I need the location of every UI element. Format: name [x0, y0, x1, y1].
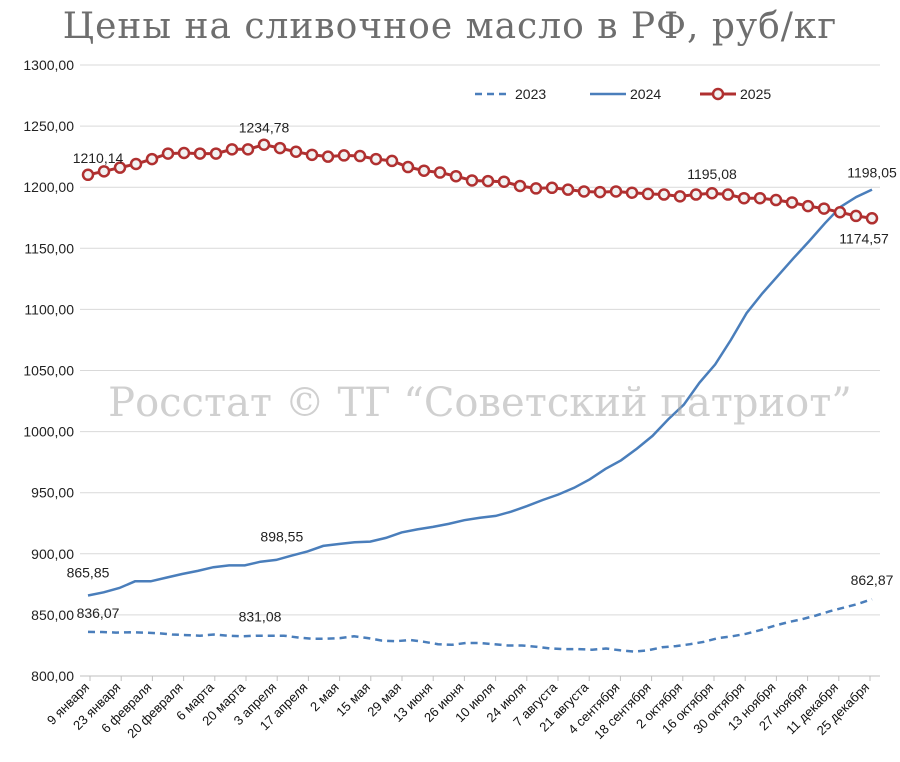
- series-marker-2025: [865, 212, 879, 225]
- series-marker-2025: [481, 174, 495, 188]
- legend-label-2025: 2025: [740, 86, 771, 102]
- series-marker-2025: [81, 168, 95, 182]
- data-label: 1210,14: [73, 150, 124, 166]
- y-tick-label: 900,00: [31, 546, 74, 562]
- series-marker-2025: [209, 147, 223, 160]
- series-marker-2025: [449, 169, 463, 183]
- series-marker-2025: [465, 174, 479, 187]
- y-tick-label: 850,00: [31, 607, 74, 623]
- series-marker-2025: [225, 143, 239, 156]
- series-marker-2025: [113, 161, 127, 174]
- y-tick-label: 1200,00: [23, 179, 74, 195]
- series-marker-2025: [529, 182, 543, 195]
- series-marker-2025: [849, 209, 863, 223]
- data-label: 836,07: [77, 605, 120, 621]
- y-tick-label: 1150,00: [24, 240, 74, 256]
- series-marker-2025: [401, 160, 415, 174]
- series-marker-2025: [241, 143, 255, 156]
- series-marker-2025: [417, 164, 431, 177]
- series-marker-2025: [305, 148, 319, 162]
- series-marker-2025: [433, 166, 447, 179]
- series-marker-2025: [609, 185, 623, 198]
- series-marker-2025: [641, 187, 655, 201]
- series-marker-2025: [625, 186, 639, 199]
- y-tick-label: 1250,00: [23, 118, 74, 134]
- data-label: 1195,08: [687, 166, 737, 182]
- data-label: 865,85: [67, 565, 110, 581]
- y-tick-label: 1000,00: [23, 424, 74, 440]
- series-marker-2025: [753, 191, 767, 205]
- series-marker-2025: [769, 193, 783, 207]
- series-marker-2025: [577, 185, 591, 198]
- series-marker-2025: [593, 185, 607, 199]
- y-tick-label: 1300,00: [23, 57, 74, 73]
- series-marker-2025: [337, 149, 351, 162]
- series-marker-2025: [817, 202, 831, 215]
- series-marker-2025: [193, 147, 207, 160]
- series-marker-2025: [785, 196, 799, 209]
- series-marker-2025: [177, 146, 191, 160]
- series-marker-2025: [721, 188, 735, 201]
- legend-marker-2025: [711, 87, 725, 101]
- y-tick-label: 1050,00: [23, 363, 74, 379]
- series-marker-2025: [497, 175, 511, 188]
- series-marker-2025: [673, 190, 687, 203]
- series-marker-2025: [369, 152, 383, 166]
- series-marker-2025: [161, 147, 175, 160]
- series-marker-2025: [145, 152, 159, 166]
- chart-title: Цены на сливочное масло в РФ, руб/кг: [62, 6, 838, 47]
- legend-label-2023: 2023: [515, 86, 546, 102]
- y-tick-label: 1100,00: [24, 301, 74, 317]
- series-marker-2025: [561, 183, 575, 196]
- series-marker-2025: [273, 141, 287, 155]
- series-marker-2025: [657, 188, 671, 201]
- series-marker-2025: [833, 206, 847, 219]
- legend-label-2024: 2024: [630, 86, 661, 102]
- y-tick-label: 950,00: [31, 485, 74, 501]
- grid-lines: [80, 64, 880, 677]
- data-label: 862,87: [851, 572, 894, 588]
- series-marker-2025: [353, 149, 367, 163]
- data-labels: 836,07 831,08 862,87 865,85 898,55 1198,05 121…: [67, 120, 897, 625]
- series-marker-2025: [801, 199, 815, 213]
- series-marker-2025: [129, 157, 143, 171]
- data-label: 1234,78: [239, 120, 290, 136]
- series-marker-2025: [689, 188, 703, 201]
- series-marker-2025: [289, 145, 303, 159]
- data-label: 831,08: [239, 609, 282, 625]
- series-group: [81, 138, 879, 653]
- y-axis-ticks: 800,00 850,00 900,00 950,00 1000,00 1050,00 11…: [23, 57, 74, 684]
- series-marker-2025: [705, 186, 719, 200]
- data-label: 898,55: [260, 529, 303, 545]
- legend: 2023 2024 2025: [475, 86, 771, 102]
- series-marker-2025: [513, 179, 527, 193]
- series-line-2024: [87, 188, 873, 597]
- series-marker-2025: [97, 165, 111, 178]
- x-tick-label: 15 мая: [333, 680, 373, 720]
- series-marker-2025: [545, 181, 559, 195]
- series-marker-2025: [737, 191, 751, 205]
- series-marker-2025: [257, 138, 271, 151]
- data-label: 1174,57: [839, 230, 889, 246]
- series-marker-2025: [385, 154, 399, 168]
- y-tick-label: 800,00: [31, 668, 74, 684]
- data-label: 1198,05: [847, 165, 897, 181]
- series-marker-2025: [321, 150, 335, 163]
